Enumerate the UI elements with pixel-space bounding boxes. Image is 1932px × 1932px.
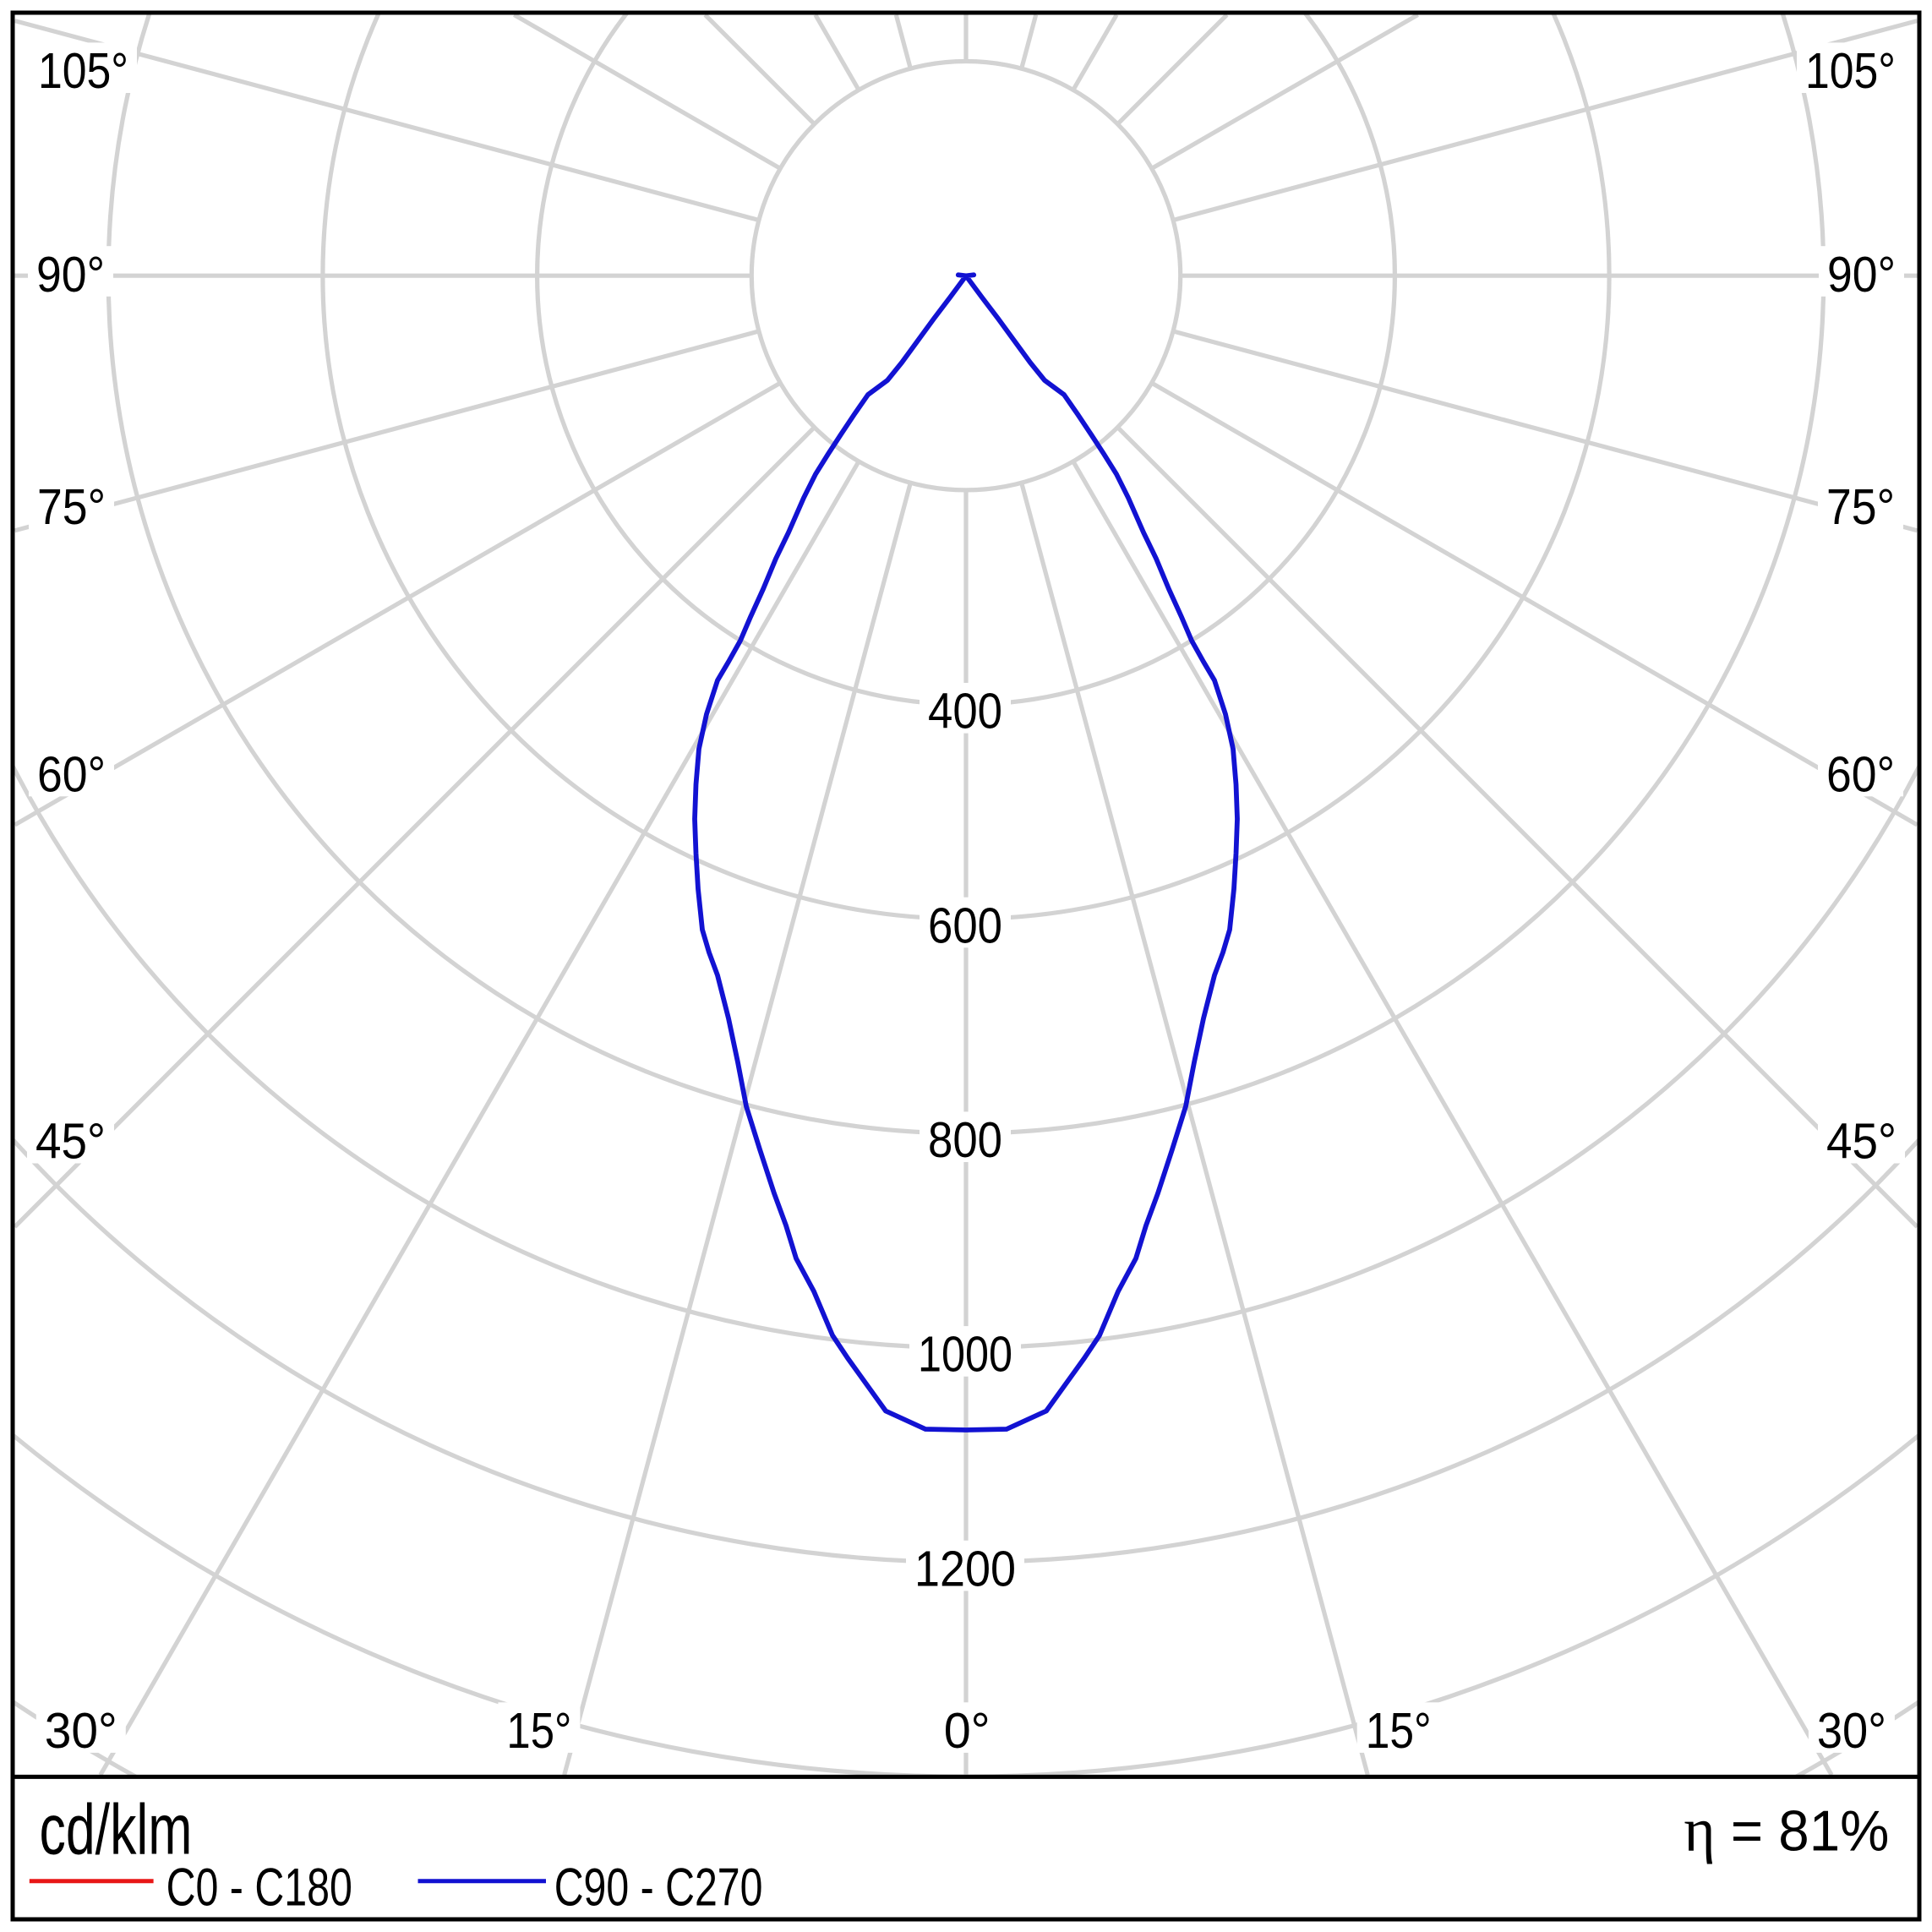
svg-text:800: 800 xyxy=(928,1112,1002,1168)
svg-text:30°: 30° xyxy=(45,1703,117,1759)
svg-text:75°: 75° xyxy=(37,479,106,535)
svg-text:1000: 1000 xyxy=(918,1327,1012,1383)
svg-text:C90 - C270: C90 - C270 xyxy=(554,1858,763,1917)
svg-text:15°: 15° xyxy=(506,1703,571,1759)
svg-text:30°: 30° xyxy=(1817,1703,1886,1759)
svg-text:105°: 105° xyxy=(38,43,128,99)
svg-text:400: 400 xyxy=(928,684,1002,740)
svg-text:0°: 0° xyxy=(944,1703,991,1759)
svg-text:90°: 90° xyxy=(36,247,105,303)
svg-text:600: 600 xyxy=(928,898,1002,953)
svg-text:45°: 45° xyxy=(1826,1114,1897,1170)
svg-text:90°: 90° xyxy=(1827,247,1896,303)
svg-text:105°: 105° xyxy=(1805,43,1896,99)
svg-text:C0 - C180: C0 - C180 xyxy=(166,1858,352,1917)
svg-text:60°: 60° xyxy=(1826,746,1895,802)
svg-text:60°: 60° xyxy=(37,746,106,802)
svg-text:1200: 1200 xyxy=(914,1541,1016,1596)
svg-text:75°: 75° xyxy=(1826,479,1895,535)
svg-text:η = 81%: η = 81% xyxy=(1684,1795,1889,1864)
svg-text:45°: 45° xyxy=(35,1114,106,1170)
svg-text:cd/klm: cd/klm xyxy=(40,1789,193,1869)
svg-text:15°: 15° xyxy=(1366,1703,1432,1759)
